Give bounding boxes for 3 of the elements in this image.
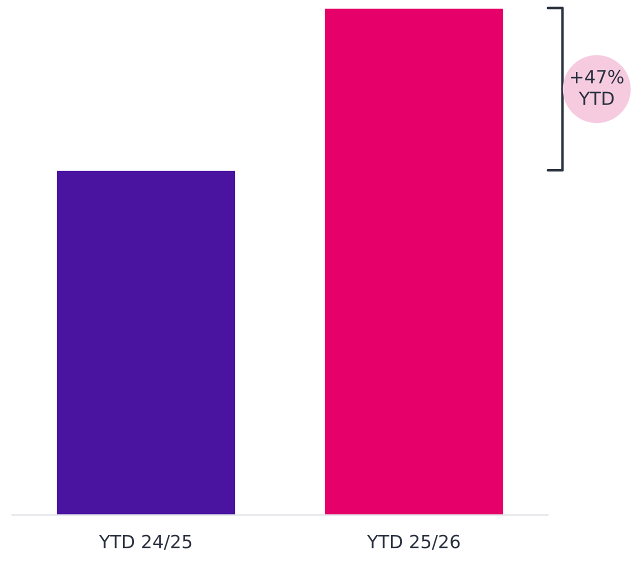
text: +47% YTD	[571, 70, 624, 105]
x-tick-label: YTD 25/26	[367, 534, 460, 550]
x-tick-label: YTD 24/25	[99, 534, 192, 550]
